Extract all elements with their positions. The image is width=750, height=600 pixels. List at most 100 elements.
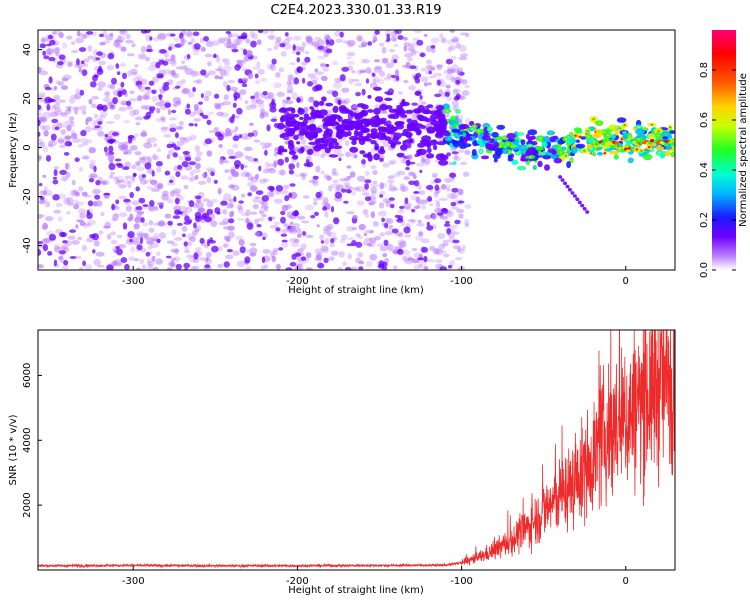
spectrogram-cell (133, 223, 140, 230)
spectrogram-cell (50, 133, 57, 141)
spectrogram-cell (364, 214, 370, 218)
spectrogram-cell (206, 200, 214, 208)
spectrogram-cell (214, 75, 220, 80)
spectrogram-cell (435, 259, 443, 263)
spectrogram-cell (267, 47, 273, 52)
spectrogram-cell (256, 61, 261, 68)
spectrogram-cell (355, 241, 363, 248)
spectrogram-cell (308, 141, 318, 145)
spectrogram-cell (148, 219, 154, 226)
spectrogram-cell (390, 187, 399, 191)
spectrogram-cell (177, 222, 183, 226)
spectrogram-cell (372, 76, 380, 83)
spectrogram-cell (136, 74, 142, 80)
spectrogram-cell (388, 139, 394, 145)
spectrogram-cell (297, 108, 303, 113)
spectrogram-cell (433, 72, 443, 77)
spectrogram-cell (397, 248, 404, 255)
spectrogram-cell (355, 34, 363, 42)
spectrogram-cell (354, 82, 362, 87)
spectrogram-cell (160, 127, 168, 133)
spectrogram-cell (87, 219, 96, 226)
spectrogram-cell (139, 237, 144, 245)
spectrogram-cell (192, 51, 200, 56)
spectrogram-cell (299, 46, 305, 53)
spectrogram-cell (320, 153, 325, 159)
spectrogram-cell (455, 79, 461, 85)
spectrogram-cell (99, 33, 104, 38)
spectrogram-cell (101, 181, 108, 185)
spectrogram-cell (88, 147, 96, 154)
spectrogram-cell (135, 213, 142, 220)
spectrogram-cell (301, 41, 306, 48)
spectrogram-cell (341, 100, 348, 105)
spectrogram-cell (434, 189, 440, 195)
spectrogram-cell (436, 113, 446, 117)
spectrogram-cell (57, 137, 65, 144)
spectrogram-cell (119, 30, 128, 36)
spectrogram-cell (180, 175, 189, 180)
spectrogram-cell (219, 157, 224, 165)
spectrogram-cell (38, 214, 43, 219)
spectrogram-cell (369, 253, 378, 261)
spectrogram-cell (245, 173, 250, 178)
spectrogram-cell (345, 139, 350, 147)
spectrogram-cell (59, 246, 68, 250)
spectrogram-cell (283, 136, 290, 141)
spectrogram-cell (411, 208, 416, 213)
spectrogram-cell (267, 34, 276, 40)
spectrogram-cell (268, 191, 275, 198)
spectrogram-cell (169, 33, 176, 37)
spectrogram-cell (292, 120, 298, 124)
spectrogram-cell (603, 152, 607, 155)
spectrogram-cell (371, 72, 376, 78)
spectrogram-cell (327, 231, 337, 238)
spectrogram-cell (257, 68, 265, 75)
spectrogram-cell (410, 219, 416, 224)
spectrogram-cell (39, 196, 45, 201)
spectrogram-cell (413, 264, 420, 270)
spectrogram-cell (307, 81, 313, 87)
spectrogram-cell (112, 97, 118, 104)
spectrogram-cell (176, 101, 181, 107)
spectrogram-cell (456, 126, 459, 128)
spectrogram-cell (458, 124, 467, 130)
spectrogram-cell (269, 101, 277, 109)
spectrogram-cell (520, 154, 526, 161)
spectrogram-cell (451, 140, 459, 146)
spectrogram-cell (344, 184, 350, 190)
spectrogram-cell (111, 218, 118, 222)
spectrogram-cell (146, 257, 152, 265)
spectrogram-cell (233, 38, 242, 46)
spectrogram-cell (149, 200, 155, 207)
spectrogram-cell (398, 241, 405, 249)
spectrogram-cell (449, 172, 457, 178)
spectrogram-cell (222, 65, 232, 72)
spectrogram-cell (347, 39, 356, 47)
spectrogram-cell (425, 117, 431, 123)
spectrogram-cell (458, 149, 465, 153)
spectrogram-cell (506, 132, 516, 140)
spectrogram-cell (200, 69, 207, 76)
spectrogram-cell (314, 84, 323, 91)
spectrogram-cell (453, 88, 462, 94)
spectrogram-cell (401, 256, 407, 262)
spectrogram-cell (49, 111, 58, 118)
spectrogram-cell (412, 37, 420, 41)
spectrogram-cell (206, 40, 214, 47)
spectrogram-cell (109, 32, 114, 37)
spectrogram-cell (284, 38, 291, 45)
spectrogram-cell (389, 224, 393, 228)
spectrogram-cell (116, 71, 121, 75)
spectrogram-cell (162, 190, 169, 197)
spectrogram-cell (129, 191, 134, 199)
spectrogram-cell (394, 232, 403, 237)
spectrogram-cell (662, 136, 669, 140)
spectrogram-cell (341, 66, 349, 72)
spectrogram-cell (251, 33, 259, 40)
spectrogram-cell (222, 101, 232, 106)
spectrogram-cell (347, 253, 352, 260)
spectrogram-cell (359, 150, 366, 155)
spectrogram-cell (177, 164, 183, 170)
spectrogram-cell (394, 107, 405, 114)
